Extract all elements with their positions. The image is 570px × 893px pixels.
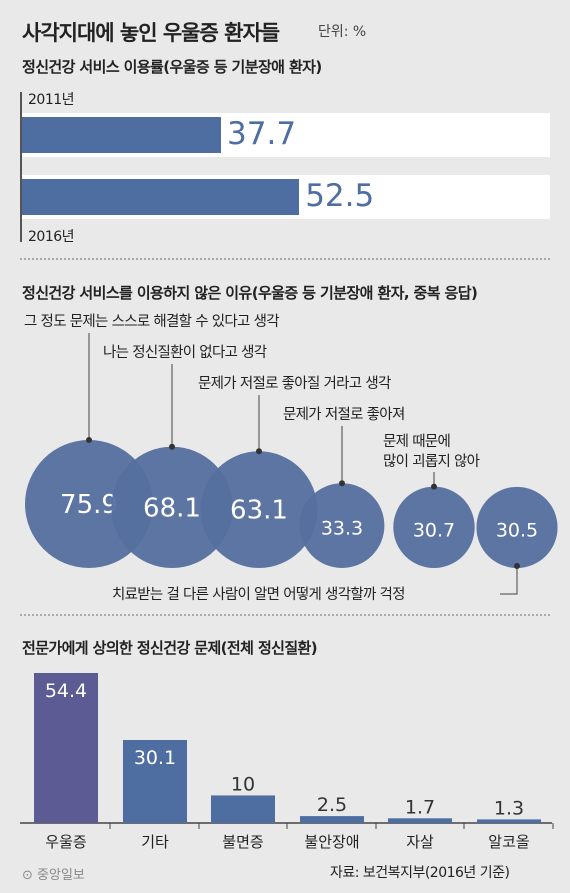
logo-icon: ⊙ [22,868,33,883]
bubble-4 [299,483,385,568]
usage-value-2011: 37.7 [227,116,297,152]
bubble-value-6: 30.5 [496,519,538,541]
section1-title: 정신건강 서비스 이용률(우울증 등 기분장애 환자) [22,58,322,76]
x-tick-label-5: 자살 [406,833,434,851]
bubble-value-4: 33.3 [321,518,363,540]
year-label-2016: 2016년 [28,229,75,245]
bubble-value-2: 68.1 [143,493,201,523]
reason-label-3: 문제가 저절로 좋아질 거라고 생각 [198,376,391,392]
bubble-6 [476,486,558,568]
divider [20,258,550,260]
section3-title: 전문가에게 상의한 정신건강 문제(전체 정신질환) [22,639,318,657]
leader-dot-4 [339,480,345,487]
bubble-5 [393,486,475,568]
leader-dot-1 [86,437,92,443]
bar-value-label-4: 2.5 [317,794,347,816]
x-tick-label-4: 불안장애 [304,833,359,851]
usage-bar-2011 [22,117,222,153]
page-title: 사각지대에 놓인 우울증 환자들 [22,21,280,45]
x-tick-label-2: 기타 [141,833,169,851]
bar-value-label-3: 10 [231,773,255,795]
leader-line-6 [500,566,518,595]
leader-dot-5 [431,483,437,490]
leader-dot-6 [514,563,520,569]
year-label-2011: 2011년 [28,92,75,108]
source-label: 자료: 보건복지부(2016년 기준) [330,865,510,881]
bar-value-label-2: 30.1 [134,747,176,769]
bubble-value-5: 30.7 [413,519,455,541]
bar-value-label-6: 1.3 [494,797,524,819]
reason-label-5: 문제 때문에 많이 괴롭지 않아 [383,434,480,470]
x-tick-label-3: 불면증 [222,833,263,851]
bar-value-label-5: 1.7 [405,796,435,818]
bar-4 [300,816,364,823]
bubble-3 [200,451,318,568]
bar-6 [477,819,541,823]
bubble-2 [111,446,233,568]
section1-axis [20,92,22,242]
newspaper-logo: ⊙ 중앙일보 [22,864,85,883]
bar-3 [211,795,275,823]
usage-value-2016: 52.5 [305,178,375,214]
bubble-value-3: 63.1 [230,496,288,526]
usage-bar-track-2011: 37.7 [22,113,550,157]
usage-bar-2016 [22,179,300,215]
divider [20,614,550,616]
bar-5 [388,818,452,823]
leader-dot-2 [169,443,175,450]
reason-label-4: 문제가 저절로 좋아져 [283,407,405,423]
x-tick-label-6: 알코올 [488,833,529,851]
reason-label-1: 그 정도 문제는 스스로 해결할 수 있다고 생각 [24,314,280,330]
logo-text: 중앙일보 [37,868,85,883]
bar-value-label-1: 54.4 [45,680,87,702]
bubble-value-1: 75.9 [60,490,118,520]
bar-2 [123,740,187,823]
reason-label-6: 치료받는 걸 다른 사람이 알면 어떻게 생각할까 걱정 [112,587,406,603]
unit-label: 단위: % [318,24,367,40]
x-tick-label-1: 우울증 [45,833,86,851]
section2-title: 정신건강 서비스를 이용하지 않은 이유(우울증 등 기분장애 환자, 중복 응… [22,284,478,302]
bar-1 [34,673,98,823]
leader-dot-3 [256,448,262,455]
reason-label-2: 나는 정신질환이 없다고 생각 [103,345,267,361]
usage-bar-track-2016: 52.5 [22,175,550,219]
